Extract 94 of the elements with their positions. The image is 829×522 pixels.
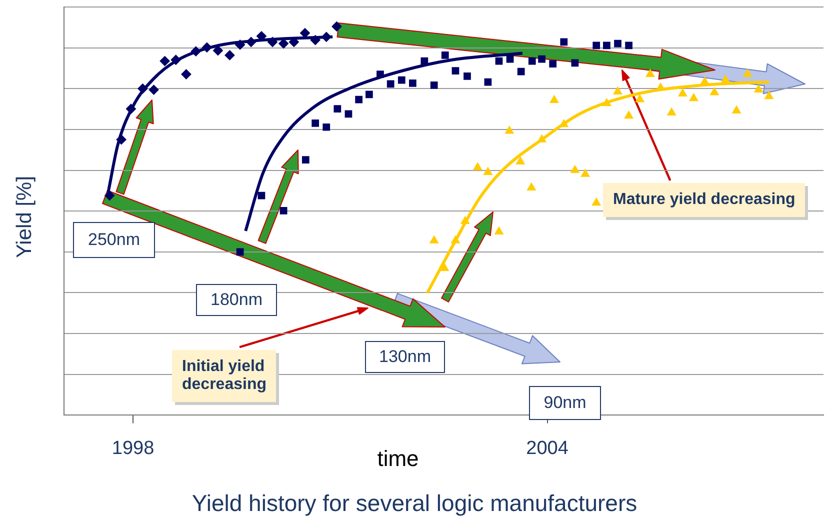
x-axis-title: time (376, 446, 420, 472)
point (376, 70, 384, 78)
x-tick-label: 1998 (112, 438, 154, 459)
point (104, 190, 115, 201)
point (440, 263, 449, 271)
point (212, 46, 223, 56)
point (710, 88, 719, 96)
point (527, 182, 536, 191)
point (506, 55, 514, 63)
point (190, 46, 201, 56)
point (148, 84, 159, 95)
point (495, 57, 503, 65)
point (420, 57, 428, 65)
point (592, 198, 601, 206)
point (116, 134, 126, 145)
point (494, 226, 504, 234)
point (160, 56, 170, 66)
point (473, 162, 482, 170)
point (484, 78, 492, 86)
point (603, 42, 610, 50)
point (170, 54, 181, 65)
point (322, 123, 330, 131)
point (302, 156, 310, 164)
point (560, 38, 568, 46)
point (743, 69, 752, 78)
point (678, 88, 688, 96)
point (312, 120, 320, 127)
point (484, 167, 492, 175)
point (280, 207, 288, 214)
point (613, 86, 622, 94)
point (504, 126, 514, 134)
point (754, 84, 763, 93)
point (181, 69, 192, 80)
point (288, 36, 299, 47)
point (409, 80, 416, 87)
point (528, 57, 536, 65)
point (550, 95, 559, 104)
point (464, 72, 471, 80)
point (246, 36, 256, 47)
point (570, 165, 580, 174)
x-tick-label: 2004 (526, 438, 569, 459)
point (624, 110, 634, 119)
point (258, 192, 266, 200)
point (516, 156, 525, 164)
point (571, 59, 579, 67)
point (386, 80, 394, 88)
y-axis-title: Yield [%] (13, 174, 37, 260)
text: Yield history for several logic manufacturers (190, 490, 638, 517)
point (602, 98, 612, 106)
point (721, 75, 730, 83)
point (278, 38, 289, 49)
point (430, 236, 438, 244)
annotation: 130nm (365, 341, 445, 373)
point (202, 42, 212, 52)
point (355, 96, 363, 104)
point (451, 236, 460, 244)
point (517, 68, 525, 76)
point (646, 69, 655, 78)
point (236, 248, 244, 256)
point (332, 21, 342, 32)
point (689, 93, 698, 102)
point (441, 52, 449, 59)
point (635, 94, 644, 102)
point (764, 91, 774, 100)
annotation: Mature yield decreasing (603, 183, 806, 217)
point (667, 108, 676, 116)
point (366, 90, 373, 98)
point (310, 35, 320, 46)
annotation: 180nm (196, 284, 277, 316)
point (656, 82, 665, 91)
point (398, 76, 406, 84)
annotation: Initial yield decreasing (172, 350, 276, 402)
point (580, 169, 590, 177)
point (614, 40, 622, 48)
point (732, 106, 741, 114)
point (235, 40, 246, 50)
point (452, 67, 460, 74)
point (700, 77, 710, 85)
annotation: 250nm (73, 222, 155, 258)
point (625, 42, 632, 50)
point (460, 216, 470, 224)
point (537, 134, 546, 142)
point (430, 81, 438, 89)
point (538, 55, 546, 63)
annotation: 90nm (529, 386, 601, 420)
point (138, 84, 148, 94)
point (126, 104, 136, 114)
point (321, 32, 332, 42)
point (592, 42, 600, 50)
point (268, 36, 278, 47)
point (334, 105, 342, 113)
point (549, 60, 557, 68)
point (224, 50, 235, 60)
point (344, 110, 352, 118)
